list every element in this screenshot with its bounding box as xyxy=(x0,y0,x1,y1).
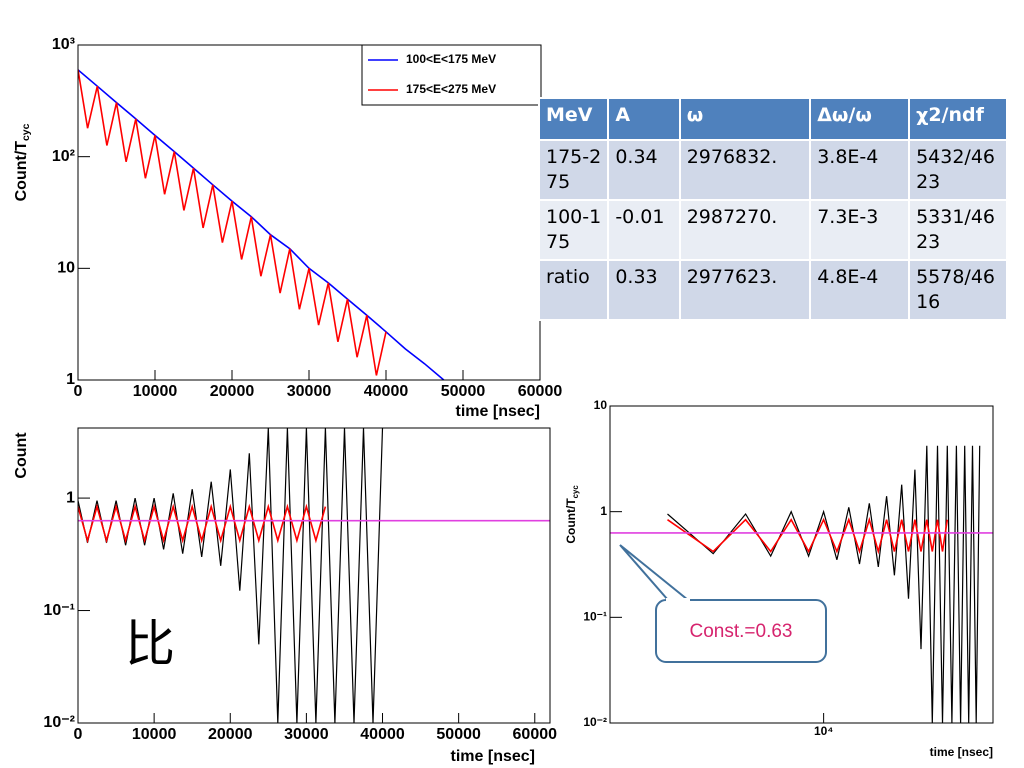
header-cell: ω xyxy=(678,97,812,141)
legend-label: 100<E<175 MeV xyxy=(406,52,496,66)
table-cell: 0.34 xyxy=(607,139,681,201)
plot-frame xyxy=(77,427,551,724)
series-line xyxy=(78,69,445,380)
y-tick-label: 1 xyxy=(600,504,607,518)
plot-frame xyxy=(609,405,994,724)
x-tick-label: 20000 xyxy=(208,726,253,743)
y-axis-label-main: Count xyxy=(13,432,30,479)
table-cell: 5578/4616 xyxy=(908,259,1008,321)
callout-join xyxy=(666,598,690,602)
x-tick-label: 60000 xyxy=(513,726,558,743)
table-cell: 2977623. xyxy=(678,259,812,321)
y-tick-label: 10 xyxy=(57,260,75,277)
y-axis-label-main: Count/T xyxy=(564,498,578,544)
x-tick-label: 10000 xyxy=(132,726,177,743)
header-cell: MeV xyxy=(537,97,610,141)
table-cell: ratio xyxy=(537,259,610,321)
header-cell: A xyxy=(607,97,681,141)
table-cell: 0.33 xyxy=(607,259,681,321)
x-tick-label: 40000 xyxy=(360,726,405,743)
table-cell: 5331/4623 xyxy=(908,199,1008,261)
y-tick-label: 10³ xyxy=(52,36,75,53)
x-tick-label: 40000 xyxy=(364,383,409,400)
series-line xyxy=(667,445,981,723)
table-cell: 175-275 xyxy=(537,139,610,201)
x-tick-label: 60000 xyxy=(518,383,563,400)
y-tick-label: 10⁻² xyxy=(583,715,607,729)
callout-pointer xyxy=(619,544,691,601)
y-tick-label: 10 xyxy=(594,398,608,412)
x-tick-label: 20000 xyxy=(210,383,255,400)
y-tick-label: 10⁻¹ xyxy=(43,602,75,619)
chart: 10⁴ 10⁻² 10⁻¹ 1 10 time [nsec] Count/Tcyc xyxy=(564,398,994,759)
x-tick-label: 30000 xyxy=(284,726,329,743)
y-axis-label-sub: cyc xyxy=(571,485,580,499)
plot-area xyxy=(78,69,445,380)
x-tick-label: 0 xyxy=(74,726,83,743)
chart: 0 10000 20000 30000 40000 50000 60000 10⁻² 10⁻¹ 1… xyxy=(13,427,558,765)
x-tick-label: 50000 xyxy=(436,726,481,743)
series-line xyxy=(78,428,384,723)
table-row: 100-175 -0.01 2987270. 7.3E-3 5331/4623 xyxy=(537,199,1008,261)
series-line xyxy=(78,503,327,544)
x-tick-label: 0 xyxy=(74,383,83,400)
header-cell: Δω/ω xyxy=(809,97,911,141)
x-axis-label: time [nsec] xyxy=(930,745,993,759)
y-axis-label: Count xyxy=(13,432,30,479)
y-axis-label-main: Count/T xyxy=(13,141,30,202)
annotation: 比 xyxy=(125,616,175,672)
plot-area xyxy=(610,445,993,723)
x-tick-label: 30000 xyxy=(287,383,332,400)
y-tick-label: 10² xyxy=(52,148,75,165)
series-line xyxy=(667,516,949,555)
table-row: ratio 0.33 2977623. 4.8E-4 5578/4616 xyxy=(537,259,1008,321)
legend-label: 175<E<275 MeV xyxy=(406,82,496,96)
y-tick-label: 10⁻¹ xyxy=(583,610,607,624)
legend-box xyxy=(361,44,542,106)
chart: 0 10000 20000 30000 40000 50000 60000 1 10 10² 10³… xyxy=(13,36,562,420)
table-cell: 100-175 xyxy=(537,199,610,261)
series-line xyxy=(78,69,387,376)
x-axis-label: time [nsec] xyxy=(456,403,540,420)
x-axis-label: time [nsec] xyxy=(451,748,535,765)
callout-box xyxy=(655,599,827,663)
table-cell: 3.8E-4 xyxy=(809,139,911,201)
table-cell: 5432/4623 xyxy=(908,139,1008,201)
y-tick-label: 1 xyxy=(66,489,75,506)
x-tick-label: 50000 xyxy=(441,383,486,400)
table-row: 175-275 0.34 2976832. 3.8E-4 5432/4623 xyxy=(537,139,1008,201)
y-tick-label: 1 xyxy=(66,371,75,388)
x-tick-label: 10000 xyxy=(133,383,178,400)
y-axis-label-sub: cyc xyxy=(21,123,32,141)
table-cell: 2976832. xyxy=(678,139,812,201)
table-cell: -0.01 xyxy=(607,199,681,261)
plot-area xyxy=(78,428,550,723)
y-axis-label: Count/Tcyc xyxy=(564,485,580,544)
y-tick-label: 10⁻² xyxy=(43,714,75,731)
table-cell: 7.3E-3 xyxy=(809,199,911,261)
x-tick-label: 10⁴ xyxy=(814,724,833,738)
callout-text: Const.=0.63 xyxy=(690,621,793,642)
header-cell: χ2/ndf xyxy=(908,97,1008,141)
table-cell: 4.8E-4 xyxy=(809,259,911,321)
table-cell: 2987270. xyxy=(678,199,812,261)
y-axis-label: Count/Tcyc xyxy=(13,123,32,201)
